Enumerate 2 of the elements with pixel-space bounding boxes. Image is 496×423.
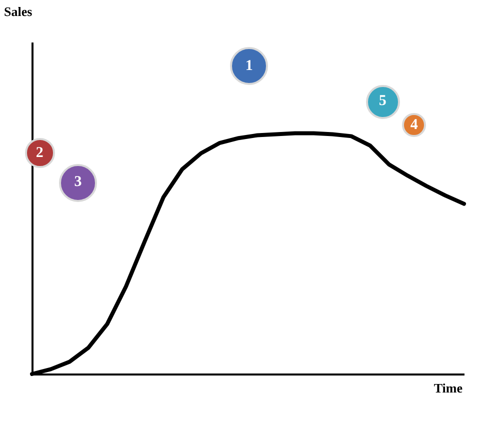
x-axis-title: Time <box>434 380 463 396</box>
text: Sales <box>4 4 32 20</box>
